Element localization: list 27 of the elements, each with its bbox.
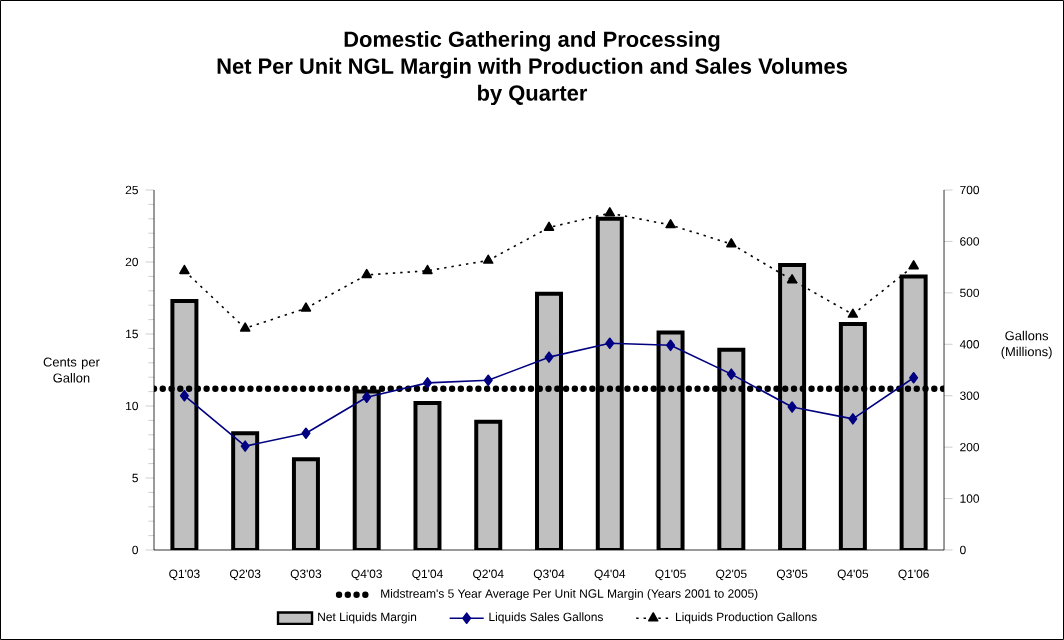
point [179,389,189,402]
point [483,374,493,387]
point [362,391,372,404]
point [666,339,676,352]
point [604,207,616,217]
point [543,221,555,231]
point [847,308,859,318]
point [726,368,736,380]
point [301,427,311,440]
point [665,218,676,229]
point [240,440,250,452]
point [909,371,919,384]
point [786,274,798,284]
point [361,268,372,279]
point [726,238,737,248]
point [422,264,433,275]
point [605,337,615,350]
point [848,413,858,425]
point [239,322,251,332]
point [787,401,797,413]
point [179,264,190,275]
point [300,302,312,312]
point [544,351,554,363]
point [482,254,494,264]
point [908,260,919,270]
chart-title: Domestic Gathering and Processing Net Per Unit NGL Margin with Production and Sales Volumes by Quarter [217,30,847,106]
point [422,377,433,389]
